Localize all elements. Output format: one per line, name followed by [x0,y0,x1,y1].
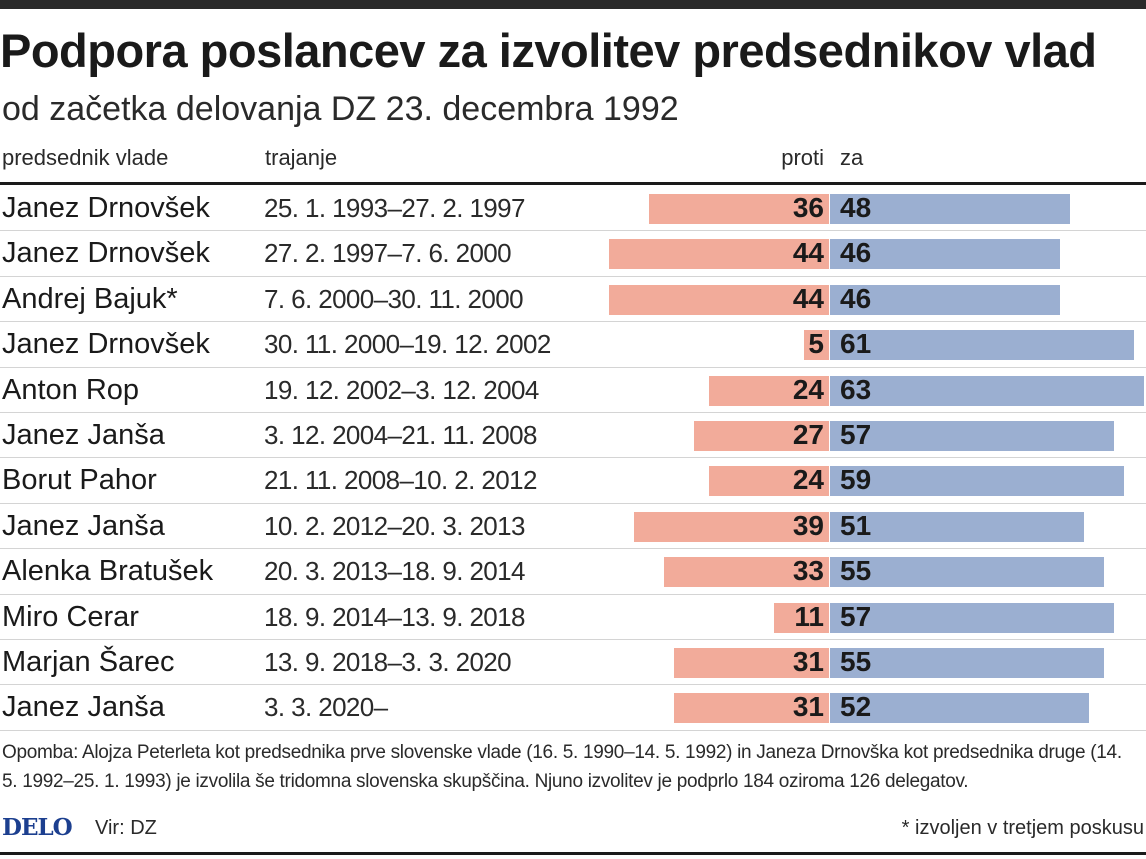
table-row: Janez Drnovšek 27. 2. 1997–7. 6. 2000 44 46 [0,231,1146,277]
pm-name: Janez Drnovšek [2,192,210,224]
column-header-for: za [840,145,864,170]
bar-against [634,511,829,542]
chart-title: Podpora poslancev za izvolitev predsedni… [0,24,1097,77]
pm-name: Janez Drnovšek [2,237,210,270]
value-for: 57 [840,418,872,450]
column-header-name: predsednik vlade [2,145,169,170]
bar-against [804,330,829,361]
bar-against [674,693,829,724]
delo-logo: DELO [2,814,73,841]
bar-for [830,511,1085,542]
pm-name: Janez Janša [2,509,165,542]
value-for: 57 [840,600,872,632]
table-row: Borut Pahor 21. 11. 2008–10. 2. 2012 24 59 [0,458,1146,504]
value-against: 31 [792,645,824,677]
value-for: 46 [840,237,872,269]
pm-name: Anton Rop [2,373,140,406]
term-dates: 10. 2. 2012–20. 3. 2013 [264,510,525,541]
pm-name: Marjan Šarec [2,645,175,678]
chart-subtitle: od začetka delovanja DZ 23. decembra 199… [2,90,679,128]
pm-name: Alenka Bratušek [2,555,214,588]
value-for: 55 [840,645,872,677]
value-for: 63 [840,373,872,405]
bar-against [694,420,829,451]
bar-against [709,466,829,497]
bar-against [664,557,829,588]
bottom-rule [0,852,1146,855]
chart-rows: Janez Drnovšek 25. 1. 1993–27. 2. 1997 36 4… [0,186,1146,731]
table-row: Andrej Bajuk* 7. 6. 2000–30. 11. 2000 44 46 [0,277,1146,323]
term-dates: 19. 12. 2002–3. 12. 2004 [264,374,539,405]
pm-name: Janez Drnovšek [2,328,210,361]
asterisk-note: * izvoljen v tretjem poskusu [901,817,1144,839]
table-row: Janez Janša 10. 2. 2012–20. 3. 2013 39 51 [0,504,1146,550]
bar-for [830,602,1115,633]
term-dates: 3. 12. 2004–21. 11. 2008 [264,419,537,450]
value-for: 55 [840,555,872,587]
footnote-text: Opomba: Alojza Peterleta kot predsednika… [2,742,1122,792]
value-against: 11 [794,600,824,632]
bar-for [830,647,1105,678]
term-dates: 13. 9. 2018–3. 3. 2020 [264,646,512,677]
value-for: 48 [840,192,872,223]
pm-name: Andrej Bajuk* [2,282,178,315]
bar-for [830,239,1060,270]
term-dates: 30. 11. 2000–19. 12. 2002 [264,329,551,360]
value-for: 46 [840,282,872,314]
term-dates: 20. 3. 2013–18. 9. 2014 [264,556,525,587]
table-row: Janez Drnovšek 25. 1. 1993–27. 2. 1997 36 4… [0,186,1146,232]
bar-against [609,239,829,270]
term-dates: 21. 11. 2008–10. 2. 2012 [264,465,537,496]
table-row: Janez Drnovšek 30. 11. 2000–19. 12. 2002 5… [0,322,1146,368]
column-header-term: trajanje [265,145,338,170]
table-row: Miro Cerar 18. 9. 2014–13. 9. 2018 11 57 [0,595,1146,640]
value-against: 39 [792,509,824,541]
bar-for [830,557,1105,588]
bar-against [774,602,829,633]
value-against: 24 [792,373,824,405]
term-dates: 27. 2. 1997–7. 6. 2000 [264,238,512,269]
bar-against [609,284,829,315]
pm-name: Janez Janša [2,691,165,724]
column-header-against: proti [781,145,824,170]
value-for: 59 [840,464,872,496]
term-dates: 7. 6. 2000–30. 11. 2000 [264,283,524,314]
value-against: 44 [792,237,824,269]
value-against: 44 [792,282,824,314]
top-rule [0,0,1146,9]
bar-for [830,284,1060,315]
term-dates: 3. 3. 2020– [264,692,388,723]
pm-name: Miro Cerar [2,600,139,633]
value-for: 51 [840,509,872,541]
bar-against [709,375,829,406]
term-dates: 18. 9. 2014–13. 9. 2018 [264,601,525,632]
bar-against [649,194,829,224]
bar-for [830,194,1070,224]
value-for: 52 [840,691,872,723]
table-row: Anton Rop 19. 12. 2002–3. 12. 2004 24 63 [0,368,1146,413]
value-against: 31 [792,691,824,723]
header-rule [0,182,1146,185]
value-against: 33 [792,555,824,587]
pm-name: Janez Janša [2,418,165,451]
bar-for [830,693,1090,724]
bar-for [830,466,1125,497]
value-against: 36 [792,192,824,223]
value-against: 27 [792,418,824,450]
bar-for [830,420,1115,451]
term-dates: 25. 1. 1993–27. 2. 1997 [264,193,525,223]
table-row: Marjan Šarec 13. 9. 2018–3. 3. 2020 31 55 [0,640,1146,686]
pm-name: Borut Pahor [2,464,157,497]
value-against: 5 [808,328,824,360]
bar-against [674,647,829,678]
bar-for [830,330,1135,361]
value-for: 61 [840,328,872,360]
table-row: Alenka Bratušek 20. 3. 2013–18. 9. 2014 33… [0,549,1146,595]
source-label: Vir: DZ [95,817,157,839]
table-row: Janez Janša 3. 3. 2020– 31 52 [0,685,1146,731]
bar-for [830,375,1145,406]
value-against: 24 [792,464,824,496]
table-row: Janez Janša 3. 12. 2004–21. 11. 2008 27 57 [0,413,1146,459]
